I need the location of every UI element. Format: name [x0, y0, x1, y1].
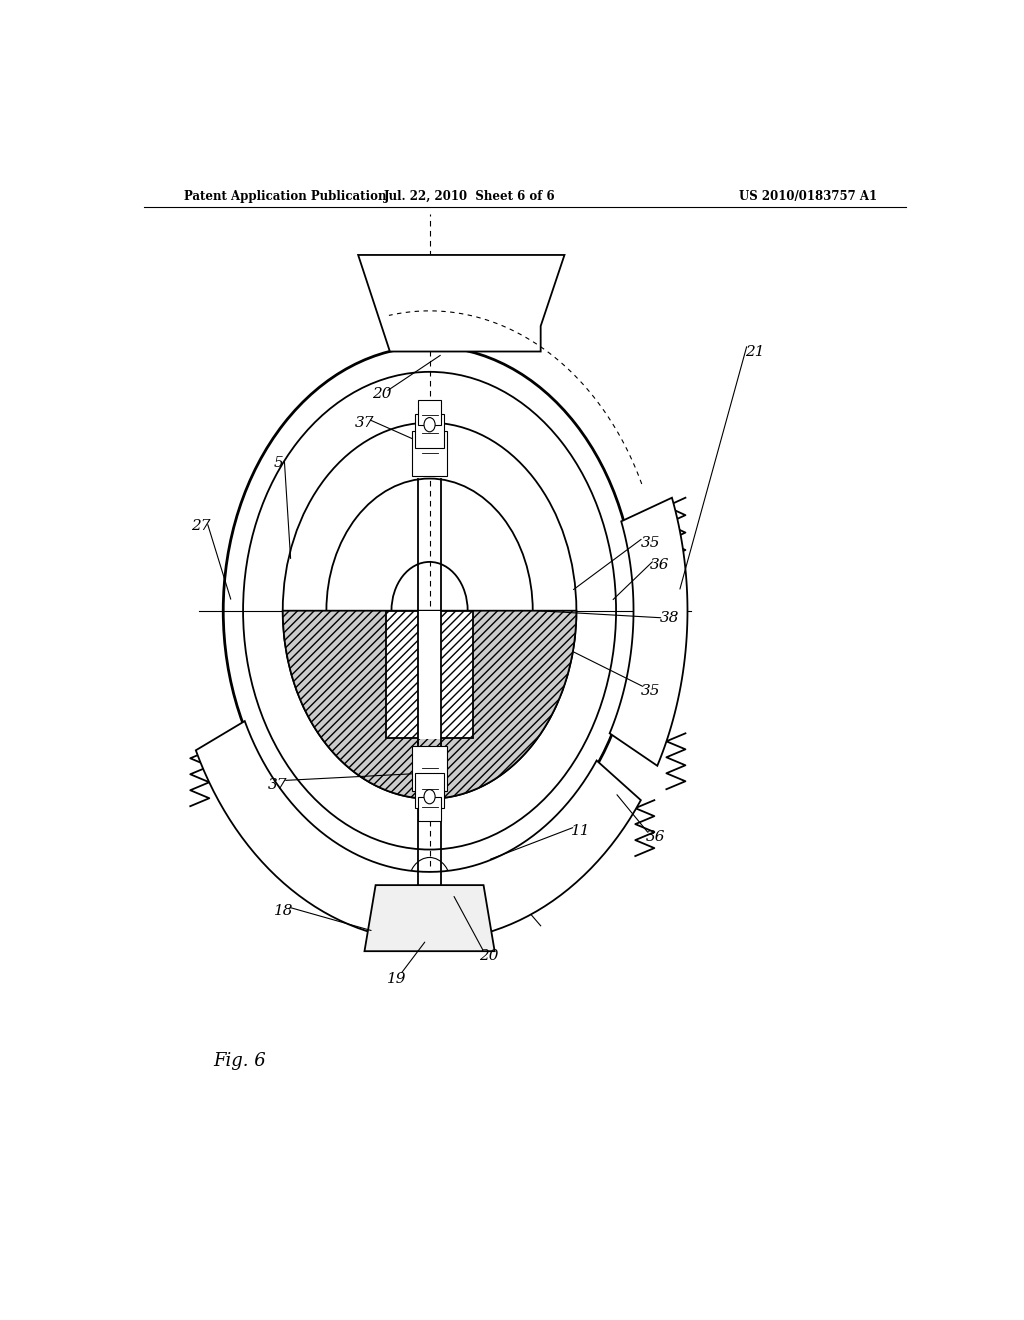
Text: Patent Application Publication: Patent Application Publication — [183, 190, 386, 202]
Bar — [418, 611, 441, 739]
Text: 36: 36 — [650, 558, 670, 572]
Polygon shape — [609, 498, 687, 766]
Text: 37: 37 — [267, 777, 287, 792]
Text: US 2010/0183757 A1: US 2010/0183757 A1 — [739, 190, 878, 202]
Text: 35: 35 — [640, 684, 659, 698]
Text: 20: 20 — [372, 387, 392, 401]
Circle shape — [424, 417, 435, 432]
Bar — [412, 746, 447, 791]
Text: 20: 20 — [479, 949, 499, 964]
Text: 38: 38 — [659, 611, 679, 624]
Text: 11: 11 — [570, 824, 590, 838]
Bar — [412, 430, 447, 475]
Polygon shape — [196, 721, 641, 941]
Text: 22: 22 — [503, 284, 522, 297]
Text: 27: 27 — [191, 519, 211, 533]
Polygon shape — [283, 611, 577, 799]
Circle shape — [424, 789, 435, 804]
Text: 35: 35 — [640, 536, 659, 549]
Bar — [386, 611, 473, 738]
Text: Fig. 6: Fig. 6 — [214, 1052, 266, 1071]
Text: 37: 37 — [354, 416, 374, 430]
Text: 19: 19 — [386, 972, 406, 986]
Bar — [418, 797, 441, 821]
Polygon shape — [358, 255, 564, 351]
Bar — [416, 413, 443, 447]
Text: 36: 36 — [646, 830, 666, 845]
Text: Jul. 22, 2010  Sheet 6 of 6: Jul. 22, 2010 Sheet 6 of 6 — [383, 190, 555, 202]
Text: 5: 5 — [273, 457, 284, 470]
Polygon shape — [365, 886, 495, 952]
Bar — [416, 774, 443, 808]
Bar — [418, 400, 441, 425]
Text: 18: 18 — [273, 903, 293, 917]
Text: 21: 21 — [745, 345, 765, 359]
